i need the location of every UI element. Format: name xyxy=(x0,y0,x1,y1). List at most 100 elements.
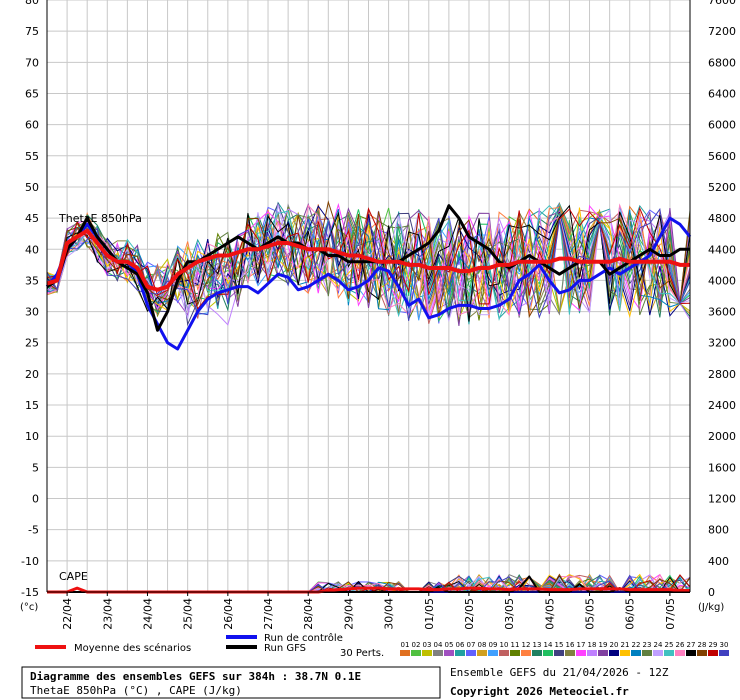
pert-number: 17 xyxy=(577,641,586,649)
legend-perts-label: 30 Perts. xyxy=(340,648,384,659)
y-left-tick-label: 25 xyxy=(25,337,39,350)
pert-swatch xyxy=(532,650,542,656)
pert-number: 21 xyxy=(621,641,630,649)
info-subtitle: ThetaE 850hPa (°C) , CAPE (J/kg) xyxy=(30,684,242,697)
x-date-label: 07/05 xyxy=(664,598,677,630)
y-right-tick-label: 2000 xyxy=(708,430,736,443)
y-right-tick-label: 6400 xyxy=(708,87,736,100)
x-date-label: 01/05 xyxy=(423,598,436,630)
pert-swatch xyxy=(521,650,531,656)
y-right-tick-label: 6800 xyxy=(708,56,736,69)
y-right-tick-label: 1200 xyxy=(708,493,736,506)
pert-number: 27 xyxy=(687,641,696,649)
pert-number: 07 xyxy=(467,641,476,649)
pert-line xyxy=(46,206,691,310)
pert-number: 04 xyxy=(434,641,443,649)
info-box xyxy=(21,666,441,699)
pert-line xyxy=(46,207,691,321)
legend: Moyenne des scénarios Run de contrôle Ru… xyxy=(35,632,729,659)
y-right-tick-label: 0 xyxy=(708,586,715,599)
x-date-label: 05/05 xyxy=(584,598,597,630)
x-date-label: 30/04 xyxy=(383,598,396,630)
y-left-tick-label: 35 xyxy=(25,274,39,287)
pert-swatch xyxy=(400,650,410,656)
pert-number: 15 xyxy=(555,641,564,649)
pert-swatch xyxy=(477,650,487,656)
x-date-label: 03/05 xyxy=(503,598,516,630)
pert-number: 25 xyxy=(665,641,674,649)
y-left-tick-label: 55 xyxy=(25,150,39,163)
x-date-label: 27/04 xyxy=(262,598,275,630)
y-right-tick-label: 3600 xyxy=(708,306,736,319)
x-date-label: 02/05 xyxy=(463,598,476,630)
pert-swatch xyxy=(466,650,476,656)
pert-number: 16 xyxy=(566,641,575,649)
thetae-panel-label: ThetaE 850hPa xyxy=(58,212,142,225)
pert-number: 12 xyxy=(522,641,531,649)
pert-number: 06 xyxy=(456,641,465,649)
pert-swatch xyxy=(708,650,718,656)
y-left-tick-label: -10 xyxy=(21,555,39,568)
pert-swatch xyxy=(499,650,509,656)
y-left-tick-label: 50 xyxy=(25,181,39,194)
x-date-label: 04/05 xyxy=(543,598,556,630)
pert-swatch xyxy=(675,650,685,656)
y-right-tick-label: 1600 xyxy=(708,461,736,474)
pert-number: 26 xyxy=(676,641,685,649)
y-right-tick-label: 4000 xyxy=(708,274,736,287)
pert-swatch xyxy=(433,650,443,656)
pert-number: 14 xyxy=(544,641,553,649)
pert-swatch xyxy=(576,650,586,656)
pert-swatch xyxy=(697,650,707,656)
y-right-tick-label: 400 xyxy=(708,555,729,568)
copyright-label: Copyright 2026 Meteociel.fr xyxy=(450,685,629,698)
pert-number: 19 xyxy=(599,641,608,649)
pert-number: 01 xyxy=(401,641,410,649)
y-left-tick-label: 70 xyxy=(25,56,39,69)
pert-swatch xyxy=(642,650,652,656)
x-date-label: 06/05 xyxy=(624,598,637,630)
pert-swatch xyxy=(686,650,696,656)
y-left-tick-label: -5 xyxy=(28,524,39,537)
pert-number: 10 xyxy=(500,641,509,649)
left-unit-label: (°c) xyxy=(20,602,38,613)
pert-swatch xyxy=(543,650,553,656)
y-left-tick-label: 30 xyxy=(25,306,39,319)
pert-swatch xyxy=(488,650,498,656)
pert-swatch xyxy=(664,650,674,656)
pert-swatch xyxy=(554,650,564,656)
series-line-theta xyxy=(46,228,690,292)
y-right-tick-label: 800 xyxy=(708,524,729,537)
pert-number: 20 xyxy=(610,641,619,649)
y-left-tick-label: 45 xyxy=(25,212,39,225)
y-left-tick-label: 5 xyxy=(32,461,39,474)
pert-number: 13 xyxy=(533,641,542,649)
y-left-tick-label: -15 xyxy=(21,586,39,599)
y-right-tick-label: 3200 xyxy=(708,337,736,350)
pert-swatch xyxy=(422,650,432,656)
pert-number: 05 xyxy=(445,641,454,649)
y-left-tick-label: 65 xyxy=(25,87,39,100)
y-left-tick-label: 40 xyxy=(25,243,39,256)
pert-number: 29 xyxy=(709,641,718,649)
pert-number: 11 xyxy=(511,641,520,649)
y-right-tick-label: 5200 xyxy=(708,181,736,194)
x-date-label: 28/04 xyxy=(302,598,315,630)
y-left-tick-label: 60 xyxy=(25,119,39,132)
ensemble-run-label: Ensemble GEFS du 21/04/2026 - 12Z xyxy=(450,666,669,679)
pert-swatch xyxy=(609,650,619,656)
x-date-label: 22/04 xyxy=(61,598,74,630)
pert-number: 03 xyxy=(423,641,432,649)
y-right-tick-label: 2800 xyxy=(708,368,736,381)
pert-swatch xyxy=(444,650,454,656)
legend-perts: 01 02 03 04 05 06 07 08 09 10 11 12 13 14 15 16 17 18 19 20… xyxy=(400,641,729,656)
y-right-tick-label: 7200 xyxy=(708,25,736,38)
pert-number: 09 xyxy=(489,641,498,649)
pert-swatch xyxy=(719,650,729,656)
pert-number: 08 xyxy=(478,641,487,649)
pert-swatch xyxy=(510,650,520,656)
pert-swatch xyxy=(411,650,421,656)
y-right-tick-label: 4800 xyxy=(708,212,736,225)
pert-number: 28 xyxy=(698,641,707,649)
pert-number: 02 xyxy=(412,641,421,649)
